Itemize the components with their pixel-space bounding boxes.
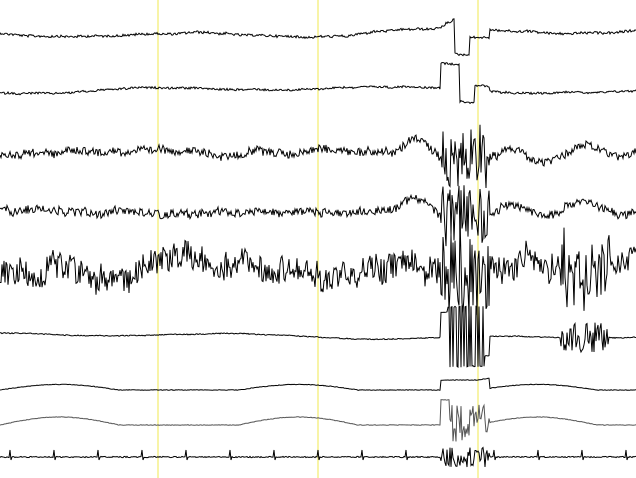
channel-trace-2	[0, 61, 636, 105]
channel-trace-9	[0, 446, 636, 468]
channel-trace-7	[0, 377, 636, 391]
channel-trace-4	[0, 185, 636, 247]
channel-trace-1	[0, 18, 636, 57]
channel-trace-8	[0, 399, 636, 442]
channel-trace-3	[0, 124, 636, 189]
channel-trace-6	[0, 305, 636, 369]
channel-trace-5	[0, 218, 636, 316]
